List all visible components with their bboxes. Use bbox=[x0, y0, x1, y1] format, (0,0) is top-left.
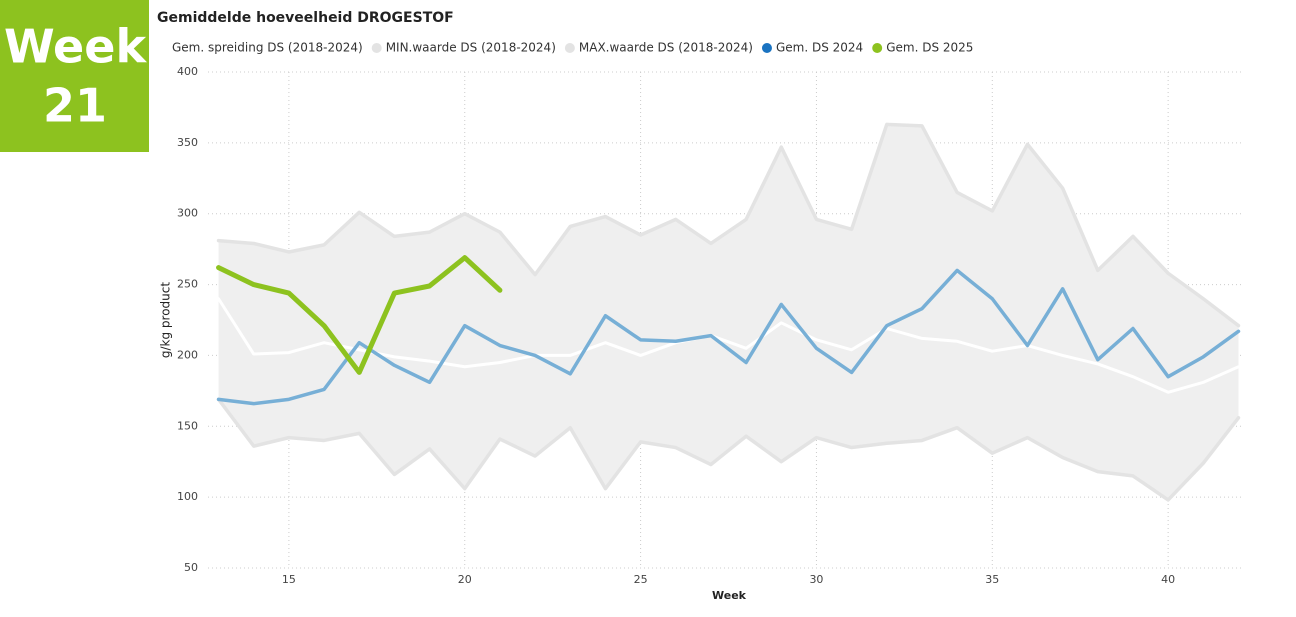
legend-marker bbox=[371, 43, 382, 53]
y-tick-label: 100 bbox=[177, 490, 198, 503]
x-tick-label: 20 bbox=[458, 573, 472, 586]
series-line bbox=[216, 255, 503, 375]
y-tick-label: 400 bbox=[177, 65, 198, 78]
x-tick-label: 30 bbox=[809, 573, 823, 586]
legend-marker bbox=[564, 43, 575, 53]
y-tick-label: 200 bbox=[177, 348, 198, 361]
series-line bbox=[216, 397, 1241, 502]
y-tick-label: 50 bbox=[184, 561, 198, 574]
legend-label: Gem. spreiding DS (2018-2024) bbox=[172, 41, 363, 55]
badge-word: Week bbox=[4, 20, 147, 74]
x-tick-label: 15 bbox=[282, 573, 296, 586]
y-tick-label: 150 bbox=[177, 419, 198, 432]
legend-label: Gem. DS 2024 bbox=[776, 41, 863, 55]
range-band bbox=[218, 124, 1239, 500]
legend-label: MAX.waarde DS (2018-2024) bbox=[579, 41, 753, 55]
y-tick-label: 350 bbox=[177, 136, 198, 149]
badge-bg bbox=[0, 0, 149, 152]
y-tick-label: 300 bbox=[177, 207, 198, 220]
legend-label: MIN.waarde DS (2018-2024) bbox=[386, 41, 556, 55]
series-line bbox=[216, 268, 1241, 406]
x-tick-label: 35 bbox=[985, 573, 999, 586]
x-axis-label: Week bbox=[712, 589, 747, 602]
y-tick-label: 250 bbox=[177, 278, 198, 291]
legend-marker bbox=[158, 43, 168, 53]
x-tick-label: 40 bbox=[1161, 573, 1175, 586]
legend-marker bbox=[761, 43, 772, 53]
x-tick-label: 25 bbox=[634, 573, 648, 586]
legend-marker bbox=[872, 43, 883, 53]
week-badge: Week 21 bbox=[0, 0, 149, 152]
series-line bbox=[217, 297, 1240, 394]
series-line bbox=[216, 122, 1241, 328]
y-axis-label: g/kg product bbox=[159, 282, 173, 358]
badge-number: 21 bbox=[43, 79, 107, 133]
legend-label: Gem. DS 2025 bbox=[886, 41, 973, 55]
chart-title: Gemiddelde hoeveelheid DROGESTOF bbox=[157, 10, 454, 26]
